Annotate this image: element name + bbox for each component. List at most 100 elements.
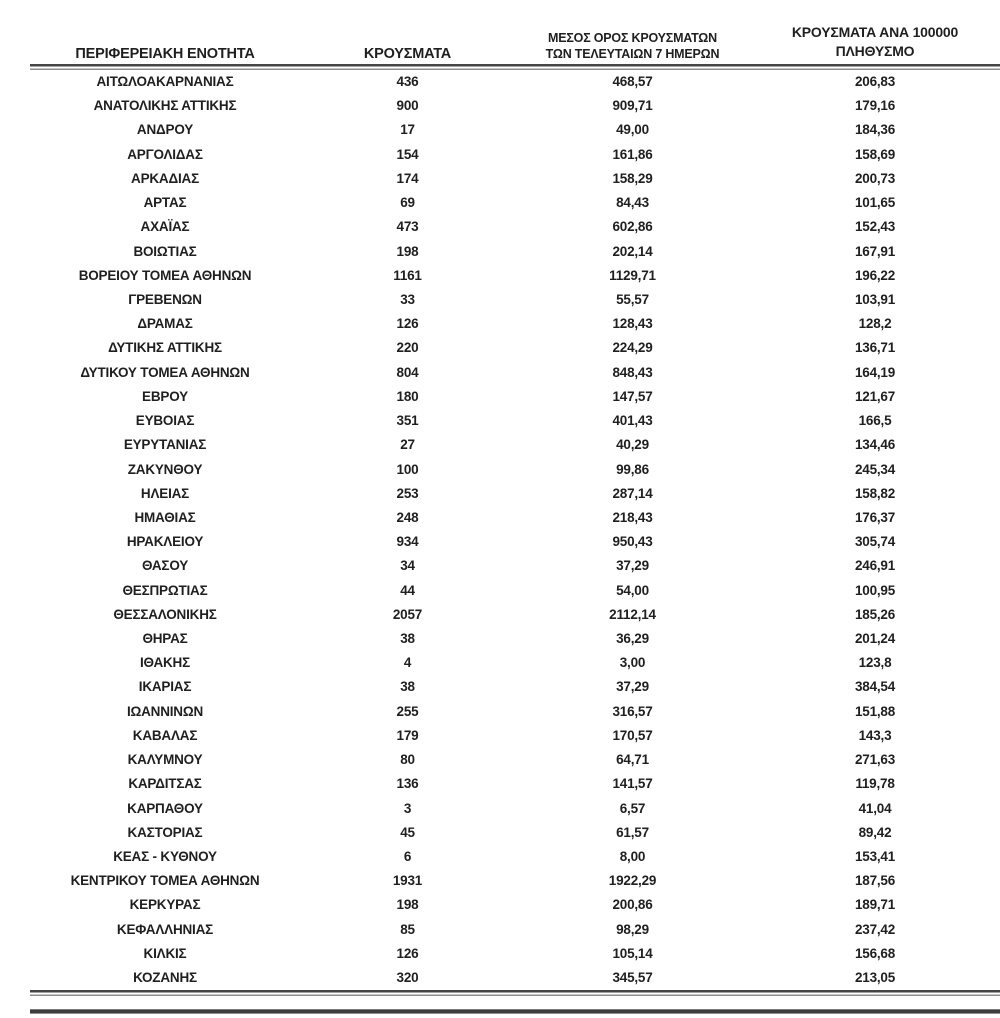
- cell-cases-per-100k: 176,37: [854, 509, 896, 525]
- cell-7day-average: 141,57: [612, 776, 653, 792]
- cell-region: ΘΗΡΑΣ: [142, 631, 188, 647]
- cell-cases-per-100k: 187,56: [854, 873, 896, 889]
- cell-cases-per-100k: 121,67: [854, 388, 896, 404]
- cell-7day-average: 84,43: [616, 195, 649, 211]
- table-row: ΕΒΡΟΥ 180 147,57 121,67: [30, 385, 1000, 409]
- cell-cases-per-100k: 119,78: [855, 776, 895, 792]
- cell-cases: 179: [396, 727, 419, 743]
- cell-region: ΕΒΡΟΥ: [142, 388, 188, 404]
- table-row: ΑΝΑΤΟΛΙΚΗΣ ΑΤΤΙΚΗΣ 900 909,71 179,16: [30, 94, 1000, 118]
- cell-cases: 473: [396, 219, 419, 235]
- cell-region: ΘΕΣΣΑΛΟΝΙΚΗΣ: [113, 606, 217, 622]
- cell-region: ΓΡΕΒΕΝΩΝ: [128, 291, 202, 307]
- cell-cases: 1161: [393, 267, 422, 283]
- cell-region: ΔΡΑΜΑΣ: [137, 316, 193, 332]
- table-row: ΙΚΑΡΙΑΣ 38 37,29 384,54: [30, 675, 1000, 699]
- cell-region: ΚΙΛΚΙΣ: [143, 945, 187, 961]
- cell-region: ΚΑΛΥΜΝΟΥ: [127, 752, 203, 768]
- cell-cases: 220: [396, 340, 419, 356]
- cell-region: ΚΑΣΤΟΡΙΑΣ: [127, 824, 203, 840]
- column-header-7day-average-line2: ΤΩΝ ΤΕΛΕΥΤΑΙΩΝ 7 ΗΜΕΡΩΝ: [545, 46, 720, 61]
- cell-7day-average: 61,57: [616, 824, 649, 840]
- cell-region: ΒΟΙΩΤΙΑΣ: [133, 243, 197, 259]
- table-row: ΚΑΡΠΑΘΟΥ 3 6,57 41,04: [30, 797, 1000, 821]
- table-row: ΑΡΤΑΣ 69 84,43 101,65: [30, 191, 1000, 215]
- table-row: ΑΡΓΟΛΙΔΑΣ 154 161,86 158,69: [30, 143, 1000, 167]
- cell-region: ΚΕΑΣ - ΚΥΘΝΟΥ: [113, 849, 217, 864]
- footer-divider: [30, 1009, 1000, 1015]
- table-row: ΗΛΕΙΑΣ 253 287,14 158,82: [30, 482, 1000, 506]
- cell-cases-per-100k: 305,74: [854, 534, 896, 550]
- cell-cases: 255: [396, 703, 419, 719]
- cell-cases: 180: [396, 388, 419, 404]
- cell-region: ΗΜΑΘΙΑΣ: [134, 509, 196, 525]
- cell-cases: 6: [403, 849, 412, 864]
- cell-7day-average: 161,86: [612, 146, 653, 162]
- cell-cases-per-100k: 151,88: [854, 703, 896, 719]
- table-row: ΚΙΛΚΙΣ 126 105,14 156,68: [30, 942, 1000, 966]
- cell-region: ΙΘΑΚΗΣ: [139, 655, 191, 671]
- column-header-cases-per-100k-line2: ΠΛΗΘΥΣΜΟ: [835, 42, 915, 59]
- cell-7day-average: 8,00: [619, 849, 646, 864]
- cell-cases: 44: [400, 582, 415, 598]
- cell-cases-per-100k: 179,16: [854, 98, 896, 114]
- cell-cases-per-100k: 128,2: [858, 316, 892, 332]
- cell-7day-average: 147,57: [612, 388, 653, 404]
- cell-7day-average: 1922,29: [608, 873, 657, 889]
- cell-cases: 253: [396, 485, 419, 501]
- cell-7day-average: 468,57: [612, 74, 653, 89]
- cell-7day-average: 224,29: [612, 340, 653, 356]
- footer-gap: [30, 996, 1000, 1009]
- column-header-cases: ΚΡΟΥΣΜΑΤΑ: [363, 46, 452, 62]
- cell-cases-per-100k: 164,19: [854, 364, 896, 380]
- cell-cases: 85: [400, 921, 415, 937]
- cell-cases: 38: [400, 679, 415, 695]
- cell-7day-average: 1129,71: [609, 267, 656, 283]
- cell-cases-per-100k: 134,46: [854, 437, 896, 453]
- table-row: ΘΑΣΟΥ 34 37,29 246,91: [30, 554, 1000, 578]
- cell-cases: 3: [403, 800, 412, 816]
- cell-cases-per-100k: 100,95: [854, 582, 896, 598]
- table-row: ΑΙΤΩΛΟΑΚΑΡΝΑΝΙΑΣ 436 468,57 206,83: [30, 70, 1000, 94]
- cell-cases: 198: [396, 897, 419, 913]
- table-row: ΚΑΛΥΜΝΟΥ 80 64,71 271,63: [30, 748, 1000, 772]
- table-row: ΗΡΑΚΛΕΙΟΥ 934 950,43 305,74: [30, 530, 1000, 554]
- cell-cases-per-100k: 184,36: [854, 122, 896, 138]
- cell-cases-per-100k: 196,22: [854, 267, 896, 283]
- table-row: ΚΟΖΑΝΗΣ 320 345,57 213,05: [30, 966, 1000, 990]
- cell-cases-per-100k: 153,41: [854, 849, 896, 864]
- table-row: ΒΟΙΩΤΙΑΣ 198 202,14 167,91: [30, 240, 1000, 264]
- cell-cases: 154: [396, 146, 419, 162]
- cell-cases-per-100k: 246,91: [854, 558, 896, 574]
- cell-cases-per-100k: 158,82: [854, 485, 896, 501]
- cell-7day-average: 3,00: [619, 655, 646, 671]
- cell-region: ΙΚΑΡΙΑΣ: [138, 679, 192, 695]
- cell-cases: 804: [396, 364, 419, 380]
- column-header-cases-per-100k-line1: ΚΡΟΥΣΜΑΤΑ ΑΝΑ 100000: [791, 24, 959, 40]
- cell-cases: 198: [396, 243, 419, 259]
- table-row: ΙΩΑΝΝΙΝΩΝ 255 316,57 151,88: [30, 700, 1000, 724]
- cell-7day-average: 49,00: [616, 122, 649, 138]
- cell-7day-average: 54,00: [616, 582, 649, 598]
- cell-region: ΚΕΦΑΛΛΗΝΙΑΣ: [116, 921, 214, 937]
- table-row: ΔΥΤΙΚΟΥ ΤΟΜΕΑ ΑΘΗΝΩΝ 804 848,43 164,19: [30, 361, 1000, 385]
- cell-7day-average: 950,43: [612, 534, 653, 550]
- cell-7day-average: 602,86: [612, 219, 653, 235]
- cell-region: ΗΡΑΚΛΕΙΟΥ: [126, 534, 204, 550]
- cell-cases: 900: [396, 98, 419, 114]
- table-row: ΔΡΑΜΑΣ 126 128,43 128,2: [30, 312, 1000, 336]
- cell-cases: 17: [400, 122, 415, 138]
- table-row: ΑΧΑΪΑΣ 473 602,86 152,43: [30, 215, 1000, 239]
- cell-region: ΚΑΒΑΛΑΣ: [132, 727, 198, 743]
- cell-cases: 45: [400, 824, 415, 840]
- table-row: ΑΝΔΡΟΥ 17 49,00 184,36: [30, 118, 1000, 142]
- cell-cases-per-100k: 41,04: [858, 800, 892, 816]
- cell-cases-per-100k: 156,68: [854, 945, 896, 961]
- cell-7day-average: 128,43: [612, 316, 653, 332]
- cases-by-region-table: ΠΕΡΙΦΕΡΕΙΑΚΗ ΕΝΟΤΗΤΑ ΚΡΟΥΣΜΑΤΑ ΜΕΣΟΣ ΟΡΟ…: [30, 17, 1000, 1015]
- table-row: ΒΟΡΕΙΟΥ ΤΟΜΕΑ ΑΘΗΝΩΝ 1161 1129,71 196,22: [30, 264, 1000, 288]
- cell-cases-per-100k: 101,65: [854, 195, 896, 211]
- table-row: ΘΕΣΠΡΩΤΙΑΣ 44 54,00 100,95: [30, 579, 1000, 603]
- cell-7day-average: 202,14: [612, 243, 653, 259]
